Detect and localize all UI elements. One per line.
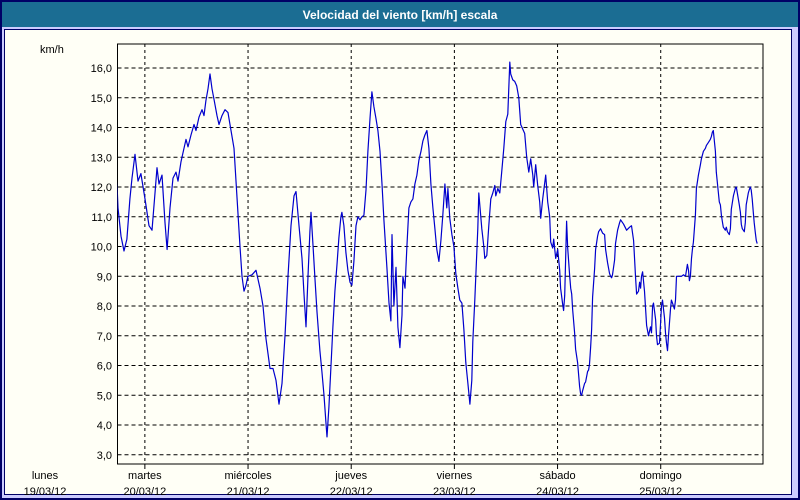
- gridlines: [117, 44, 763, 469]
- y-tick-label: 9,0: [97, 271, 112, 283]
- day-name-label: jueves: [334, 470, 367, 482]
- y-tick-label: 15,0: [91, 93, 112, 105]
- plot-border: [117, 43, 764, 465]
- page-title: Velocidad del viento [km/h] escala: [302, 7, 498, 22]
- day-date-label: 19/03/12: [24, 486, 67, 498]
- x-axis-labels: lunes 19/03/12 martes 20/03/12 miércoles 21/0…: [24, 470, 683, 498]
- title-bar: Velocidad del viento [km/h] escala: [2, 2, 798, 27]
- y-tick-label: 16,0: [91, 63, 112, 75]
- day-date-label: 25/03/12: [639, 486, 682, 498]
- day-date-label: 22/03/12: [330, 486, 373, 498]
- day-name-label: viernes: [437, 470, 473, 482]
- day-name-label: lunes: [32, 470, 59, 482]
- y-tick-label: 13,0: [91, 152, 112, 164]
- day-date-label: 23/03/12: [433, 486, 476, 498]
- y-tick-label: 4,0: [97, 420, 112, 432]
- day-name-label: domingo: [640, 470, 682, 482]
- y-tick-label: 6,0: [97, 361, 112, 373]
- y-tick-label: 11,0: [91, 212, 112, 224]
- day-name-label: sábado: [540, 470, 576, 482]
- y-tick-label: 12,0: [91, 182, 112, 194]
- y-tick-label: 7,0: [97, 331, 112, 343]
- day-date-label: 21/03/12: [227, 486, 270, 498]
- wind-speed-line: [117, 61, 758, 438]
- day-date-label: 20/03/12: [123, 486, 166, 498]
- y-axis-labels: 3,0 4,0 5,0 6,0 7,0 8,0 9,0 10,0 11,0 12,0 13,0 14,…: [91, 63, 112, 462]
- day-name-label: miércoles: [225, 470, 273, 482]
- day-name-label: martes: [128, 470, 162, 482]
- y-tick-label: 5,0: [97, 390, 112, 402]
- y-tick-label: 3,0: [97, 450, 112, 462]
- y-tick-label: 8,0: [97, 301, 112, 313]
- y-tick-label: 10,0: [91, 242, 112, 254]
- y-axis-unit-label: km/h: [40, 44, 64, 56]
- day-date-label: 24/03/12: [536, 486, 579, 498]
- y-tick-label: 14,0: [91, 123, 112, 135]
